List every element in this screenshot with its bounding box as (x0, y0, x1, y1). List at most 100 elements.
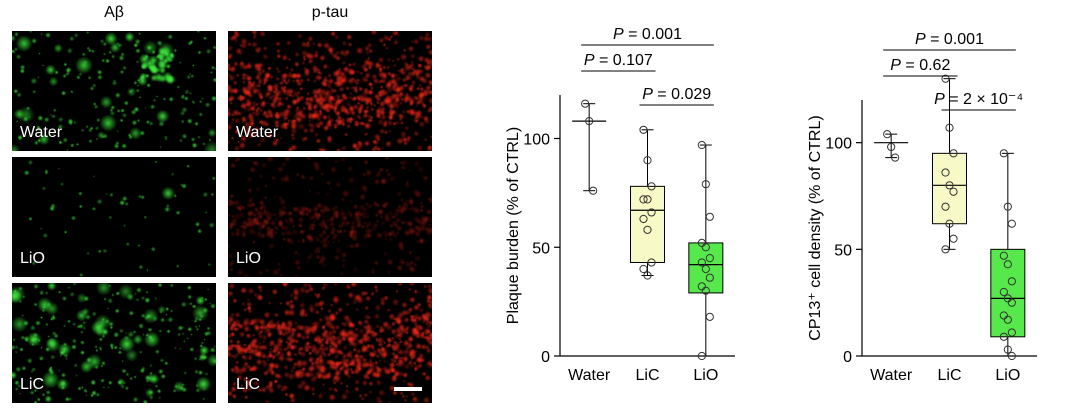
data-point (697, 258, 706, 267)
y-tick-label: 100 (523, 132, 550, 149)
significance-bracket: P = 0.029 (639, 86, 714, 106)
x-tick-label: LiO (693, 367, 718, 384)
data-point (887, 142, 896, 152)
data-point (589, 186, 598, 195)
data-point (697, 351, 706, 361)
data-point (945, 219, 954, 228)
significance-bracket: P = 0.001 (883, 31, 1016, 51)
y-tick-label: 100 (825, 136, 852, 153)
data-point (643, 271, 652, 280)
data-point (941, 202, 950, 211)
data-point (639, 125, 648, 134)
p-value-label: P = 0.001 (613, 26, 682, 43)
column-header-abeta: Aβ (104, 4, 124, 21)
box-group (874, 130, 909, 162)
data-point (705, 312, 714, 321)
data-point (647, 208, 656, 217)
micrograph-ptau-water: Water (228, 31, 432, 151)
data-point (1003, 202, 1012, 211)
box-group (932, 74, 967, 254)
data-point (1007, 277, 1016, 286)
x-tick-label: LiC (635, 367, 659, 384)
data-point (949, 149, 958, 158)
data-point (1007, 298, 1016, 307)
data-point (701, 286, 710, 295)
data-point (1003, 260, 1012, 269)
data-point (945, 181, 954, 190)
data-point (949, 234, 958, 243)
y-tick-label: 50 (834, 242, 852, 259)
data-point (1007, 328, 1016, 337)
data-point (701, 243, 710, 252)
y-tick-label: 50 (532, 240, 550, 257)
box-group (990, 149, 1026, 361)
panel-label: Water (236, 124, 279, 141)
data-point (945, 123, 954, 132)
data-point (941, 74, 950, 83)
data-point (581, 99, 590, 108)
data-point (647, 182, 656, 191)
data-point (585, 117, 594, 126)
p-value-label: P = 0.107 (584, 52, 653, 69)
panel-label: LiC (236, 376, 261, 393)
data-point (639, 214, 648, 224)
data-point (999, 251, 1008, 260)
data-point (999, 149, 1008, 158)
significance-bracket: P = 0.107 (581, 52, 656, 72)
data-point (1007, 219, 1016, 228)
p-value-label: P = 0.029 (642, 86, 711, 103)
data-point (643, 225, 652, 234)
significance-bracket: P = 2 × 10⁻⁴ (934, 91, 1023, 111)
x-tick-label: Water (870, 367, 913, 384)
y-tick-label: 0 (843, 349, 852, 366)
p-value-label: P = 0.001 (915, 31, 984, 48)
panel-label: LiO (20, 250, 45, 267)
data-point (701, 264, 710, 274)
y-axis-label: CP13⁺ cell density (% of CTRL) (807, 115, 824, 340)
box-group (688, 140, 724, 361)
panel-label: LiO (236, 250, 261, 267)
significance-bracket: P = 0.62 (883, 57, 958, 77)
micrograph-abeta-lic: LiC (12, 283, 216, 403)
p-value-label: P = 0.62 (890, 57, 950, 74)
y-tick-label: 0 (541, 349, 550, 366)
micrograph-ptau-lio: LiO (228, 157, 432, 277)
x-tick-label: LiO (995, 367, 1020, 384)
panel-label: LiC (20, 376, 45, 393)
box (990, 248, 1026, 338)
micrograph-abeta-lio: LiO (12, 157, 216, 277)
p-value-label: P = 2 × 10⁻⁴ (934, 91, 1023, 108)
scale-bar (394, 387, 422, 391)
micrograph-ptau-lic: LiC (228, 283, 432, 403)
x-tick-label: Water (568, 367, 611, 384)
micrograph-abeta-water: Water (12, 31, 216, 151)
data-point (705, 254, 714, 263)
data-point (647, 258, 656, 267)
box-group (572, 99, 607, 195)
data-point (1007, 351, 1016, 361)
data-point (941, 168, 950, 177)
data-point (999, 332, 1008, 341)
data-point (639, 195, 648, 204)
data-point (999, 287, 1008, 297)
x-tick-label: LiC (937, 367, 961, 384)
panel-label: Water (20, 124, 63, 141)
data-point (643, 195, 652, 204)
data-point (891, 153, 900, 162)
y-axis-label: Plaque burden (% of CTRL) (505, 127, 522, 324)
data-point (949, 187, 958, 196)
significance-bracket: P = 0.001 (581, 26, 714, 46)
data-point (705, 212, 714, 221)
data-point (883, 130, 892, 139)
data-point (697, 140, 706, 150)
data-point (643, 156, 652, 165)
data-point (1003, 315, 1012, 324)
box-group (630, 125, 665, 280)
column-header-ptau: p-tau (311, 4, 349, 21)
data-point (701, 180, 710, 189)
data-point (639, 264, 648, 274)
data-point (1003, 345, 1012, 354)
data-point (705, 273, 714, 282)
